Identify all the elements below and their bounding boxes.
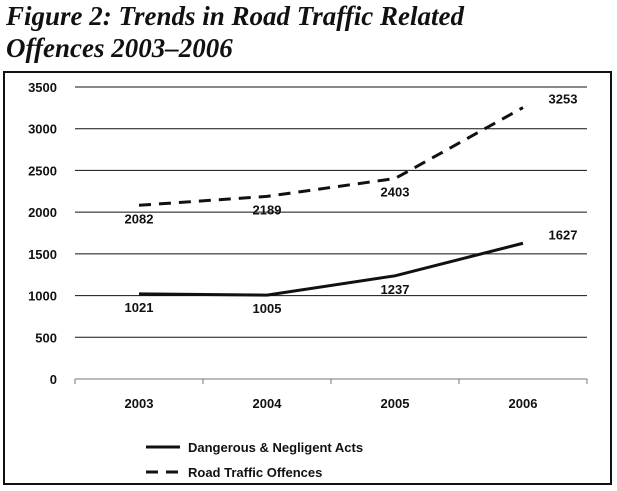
series-line-dangerous-negligent-acts: [138, 241, 524, 297]
series-line-road-traffic-offences: [138, 106, 524, 207]
chart-frame: [3, 71, 612, 485]
y-tick-label: 3500: [28, 80, 57, 95]
y-tick-label: 2500: [28, 163, 57, 178]
y-tick-label: 500: [35, 330, 57, 345]
data-labels: 1021 1005 1237 1627 2082 2189 2403 3253: [125, 92, 578, 317]
series-lines: [138, 106, 524, 297]
figure-title: Figure 2: Trends in Road Traffic Related…: [6, 0, 606, 64]
y-tick-label: 1500: [28, 247, 57, 262]
figure-title-line2: Offences 2003–2006: [6, 33, 233, 63]
legend-label: Road Traffic Offences: [188, 465, 322, 480]
data-label: 1005: [253, 301, 282, 316]
legend: Dangerous & Negligent Acts Road Traffic O…: [146, 440, 363, 480]
data-label: 3253: [549, 92, 578, 107]
data-label: 1021: [125, 300, 154, 315]
legend-label: Dangerous & Negligent Acts: [188, 440, 363, 455]
figure-title-line1: Figure 2: Trends in Road Traffic Related: [6, 1, 464, 31]
data-label: 1627: [549, 227, 578, 242]
x-tick-label: 2004: [253, 396, 283, 411]
data-label: 2189: [253, 202, 282, 217]
y-tick-label: 2000: [28, 205, 57, 220]
x-tick-label: 2006: [509, 396, 538, 411]
y-tick-label: 3000: [28, 122, 57, 137]
data-label: 1237: [381, 282, 410, 297]
x-tick-label: 2005: [381, 396, 410, 411]
gridlines: [75, 86, 587, 338]
y-tick-label: 1000: [28, 289, 57, 304]
x-tick-label: 2003: [125, 396, 154, 411]
axes: 0 500 1000 1500 2000 2500 3000 3500 2003 2004 2005…: [28, 80, 588, 411]
data-label: 2082: [125, 211, 154, 226]
data-label: 2403: [381, 185, 410, 200]
y-tick-label: 0: [50, 372, 57, 387]
